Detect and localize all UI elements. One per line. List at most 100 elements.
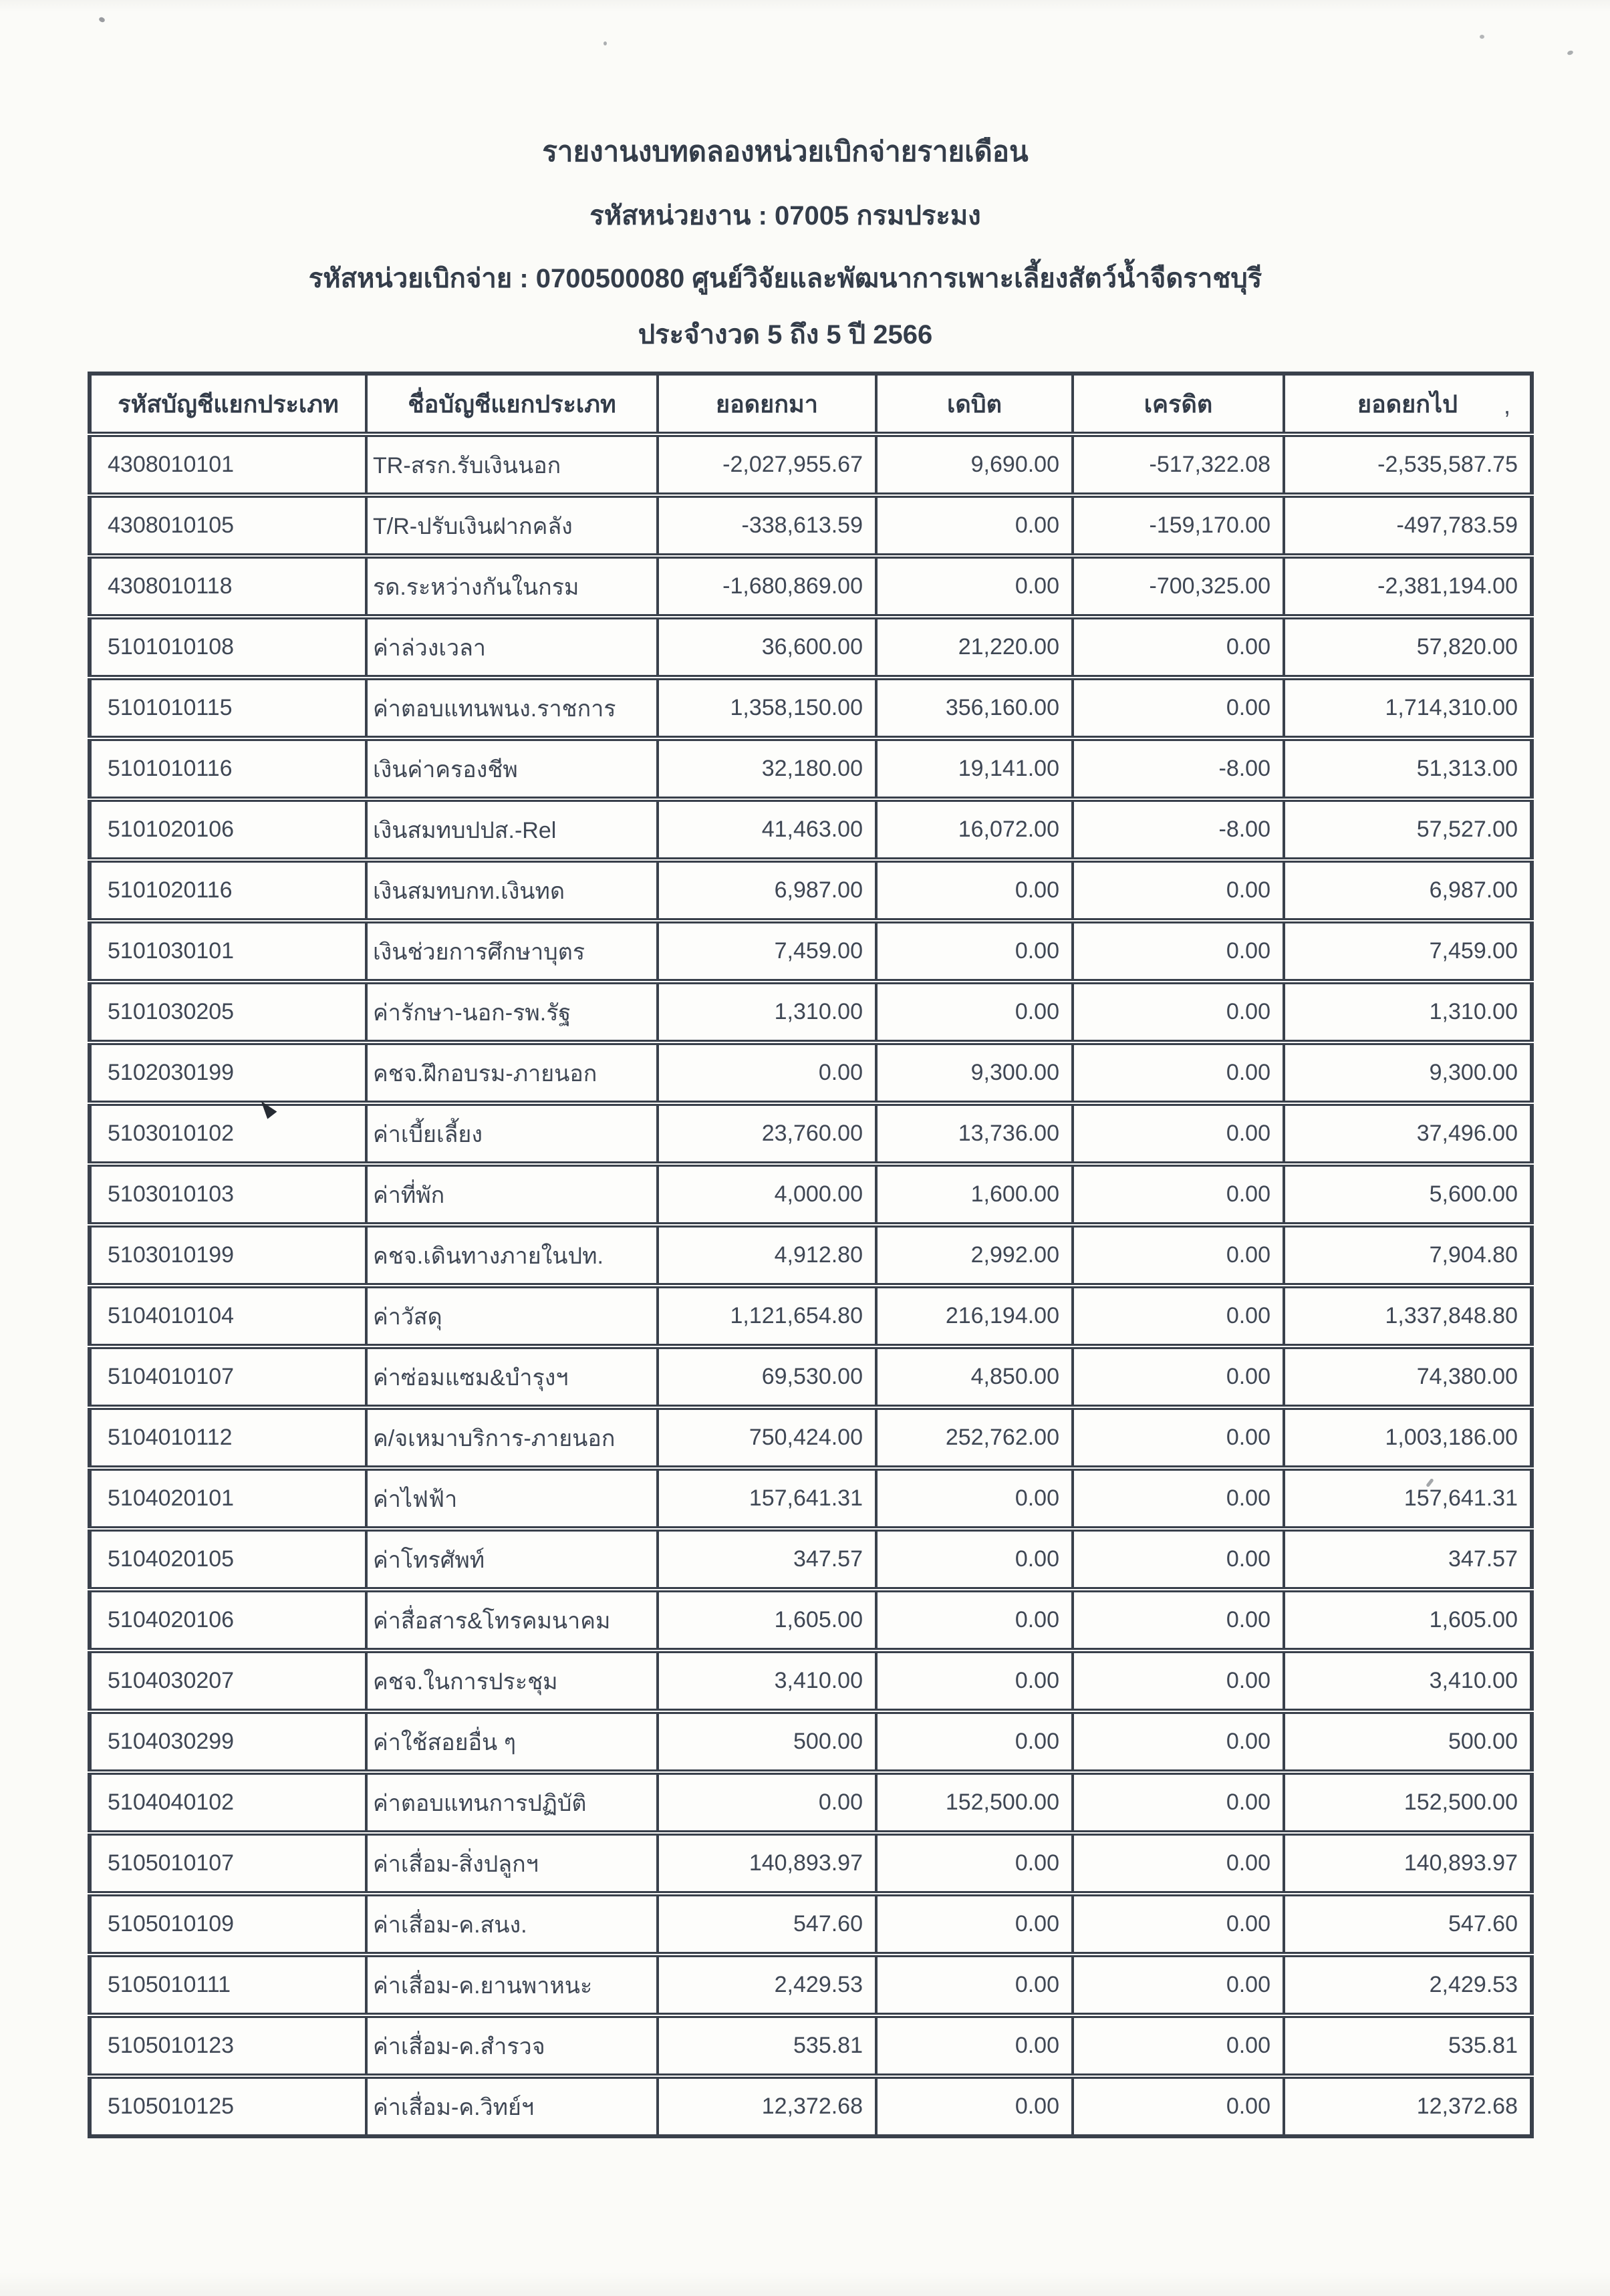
account-name: ค่าเสื่อม-ค.สนง. (365, 1891, 658, 1955)
col-header-beginning-balance: ยอดยกมา (656, 374, 876, 437)
credit: 0.00 (1071, 1769, 1284, 1833)
ending-balance: -2,535,587.75 (1283, 434, 1532, 495)
account-code: 5104020106 (88, 1587, 366, 1651)
debit: 13,736.00 (875, 1101, 1073, 1164)
ending-balance: 347.57 (1283, 1526, 1532, 1590)
account-code: 5101010115 (88, 675, 366, 738)
beginning-balance: 750,424.00 (656, 1405, 876, 1468)
credit: 0.00 (1071, 857, 1284, 921)
account-name: ค่าเสื่อม-ค.สำรวจ (365, 2013, 658, 2076)
debit: 152,500.00 (875, 1769, 1073, 1833)
credit: 0.00 (1071, 1587, 1284, 1651)
table-row: 5101010115 ค่าตอบแทนพนง.ราชการ 1,358,150.0… (88, 675, 1532, 738)
debit: 0.00 (875, 1526, 1073, 1590)
ending-balance: 57,820.00 (1283, 614, 1532, 678)
beginning-balance: 6,987.00 (656, 857, 876, 921)
ending-balance: 140,893.97 (1283, 1830, 1532, 1894)
debit: 1,600.00 (875, 1161, 1073, 1225)
credit: 0.00 (1071, 1952, 1284, 2015)
ending-balance: 500.00 (1283, 1709, 1532, 1772)
account-name: ค่าเสื่อม-ค.วิทย์ฯ (365, 2073, 658, 2136)
table-row: 5105010111 ค่าเสื่อม-ค.ยานพาหนะ 2,429.53 0.… (88, 1952, 1532, 2015)
beginning-balance: 4,000.00 (656, 1161, 876, 1225)
table-row: 5105010109 ค่าเสื่อม-ค.สนง. 547.60 0.00 0.00… (88, 1891, 1532, 1955)
table-row: 5101020106 เงินสมทบปปส.-Rel 41,463.00 16,07… (88, 797, 1532, 860)
beginning-balance: 41,463.00 (656, 797, 876, 860)
table-row: 5101030205 ค่ารักษา-นอก-รพ.รัฐ 1,310.00 0.0… (88, 979, 1532, 1042)
debit: 0.00 (875, 2013, 1073, 2076)
account-name: TR-สรก.รับเงินนอก (365, 434, 658, 495)
table-row: 5101020116 เงินสมทบกท.เงินทด 6,987.00 0.00 0… (88, 857, 1532, 921)
beginning-balance: 12,372.68 (656, 2073, 876, 2136)
debit: 0.00 (875, 1465, 1073, 1529)
table-row: 5104020101 ค่าไฟฟ้า 157,641.31 0.00 0.00 157,… (88, 1465, 1532, 1529)
beginning-balance: -2,027,955.67 (656, 434, 876, 495)
debit: 21,220.00 (875, 614, 1073, 678)
debit: 0.00 (875, 492, 1073, 556)
credit: 0.00 (1071, 1648, 1284, 1711)
agency-code-line: รหัสหน่วยงาน : 07005 กรมประมง (589, 201, 981, 231)
account-code: 5103010102 (88, 1101, 366, 1164)
debit: 16,072.00 (875, 797, 1073, 860)
debit: 0.00 (875, 1709, 1073, 1772)
col-header-account-name: ชื่อบัญชีแยกประเภท (365, 374, 658, 437)
beginning-balance: 1,310.00 (656, 979, 876, 1042)
account-code: 5101010108 (88, 614, 366, 678)
account-name: ค่าโทรศัพท์ (365, 1526, 658, 1590)
beginning-balance: 535.81 (656, 2013, 876, 2076)
account-code: 5105010107 (88, 1830, 366, 1894)
table-row: 5102030199 คชจ.ฝึกอบรม-ภายนอก 0.00 9,300.00… (88, 1040, 1532, 1103)
beginning-balance: 36,600.00 (656, 614, 876, 678)
table-row: 5104010112 ค/จเหมาบริการ-ภายนอก 750,424.00… (88, 1405, 1532, 1468)
account-code: 4308010101 (88, 434, 366, 495)
debit: 0.00 (875, 857, 1073, 921)
beginning-balance: 547.60 (656, 1891, 876, 1955)
credit: 0.00 (1071, 1222, 1284, 1286)
credit: 0.00 (1071, 1830, 1284, 1894)
ending-balance: 1,003,186.00 (1283, 1405, 1532, 1468)
debit: 19,141.00 (875, 736, 1073, 799)
ending-balance: 1,605.00 (1283, 1587, 1532, 1651)
ending-balance: 157,641.31 (1283, 1465, 1532, 1529)
credit: -517,322.08 (1071, 434, 1284, 495)
table-row: 4308010105 T/R-ปรับเงินฝากคลัง -338,613.59… (88, 492, 1532, 556)
debit: 4,850.00 (875, 1344, 1073, 1407)
ending-balance: 37,496.00 (1283, 1101, 1532, 1164)
table-row: 5103010199 คชจ.เดินทางภายในปท. 4,912.80 2,9… (88, 1222, 1532, 1286)
report-title: รายงานงบทดลองหน่วยเบิกจ่ายรายเดือน (542, 136, 1029, 167)
scan-speck (1567, 49, 1574, 56)
account-name: ค่ารักษา-นอก-รพ.รัฐ (365, 979, 658, 1042)
beginning-balance: 0.00 (656, 1040, 876, 1103)
col-header-account-code: รหัสบัญชีแยกประเภท (88, 374, 366, 437)
account-code: 5101020116 (88, 857, 366, 921)
beginning-balance: -338,613.59 (656, 492, 876, 556)
debit: 252,762.00 (875, 1405, 1073, 1468)
table-row: 5101010116 เงินค่าครองชีพ 32,180.00 19,141.… (88, 736, 1532, 799)
beginning-balance: 140,893.97 (656, 1830, 876, 1894)
table-row: 5105010123 ค่าเสื่อม-ค.สำรวจ 535.81 0.00 0.0… (88, 2013, 1532, 2076)
debit: 0.00 (875, 1830, 1073, 1894)
ending-balance: 74,380.00 (1283, 1344, 1532, 1407)
table-row: 4308010118 รด.ระหว่างกันในกรม -1,680,869.0… (88, 553, 1532, 617)
ending-balance: 57,527.00 (1283, 797, 1532, 860)
account-code: 5101030205 (88, 979, 366, 1042)
account-code: 5101030101 (88, 918, 366, 982)
account-name: ค/จเหมาบริการ-ภายนอก (365, 1405, 658, 1468)
table-row: 5104020105 ค่าโทรศัพท์ 347.57 0.00 0.00 347.5… (88, 1526, 1532, 1590)
col-header-ending-balance: ยอดยกไป (1283, 374, 1532, 437)
scan-speck (1480, 35, 1484, 39)
account-code: 5101020106 (88, 797, 366, 860)
credit: 0.00 (1071, 1344, 1284, 1407)
disbursement-unit-line: รหัสหน่วยเบิกจ่าย : 0700500080 ศูนย์วิจั… (308, 264, 1262, 293)
account-code: 5105010125 (88, 2073, 366, 2136)
account-code: 5104010104 (88, 1283, 366, 1346)
account-name: รด.ระหว่างกันในกรม (365, 553, 658, 617)
account-code: 4308010105 (88, 492, 366, 556)
beginning-balance: -1,680,869.00 (656, 553, 876, 617)
scan-comma-mark: , (1504, 392, 1511, 419)
col-header-debit: เดบิต (875, 374, 1073, 437)
ending-balance: 51,313.00 (1283, 736, 1532, 799)
debit: 0.00 (875, 979, 1073, 1042)
account-name: ค่าที่พัก (365, 1161, 658, 1225)
table-row: 5103010102 ค่าเบี้ยเลี้ยง 23,760.00 13,736.… (88, 1101, 1532, 1164)
